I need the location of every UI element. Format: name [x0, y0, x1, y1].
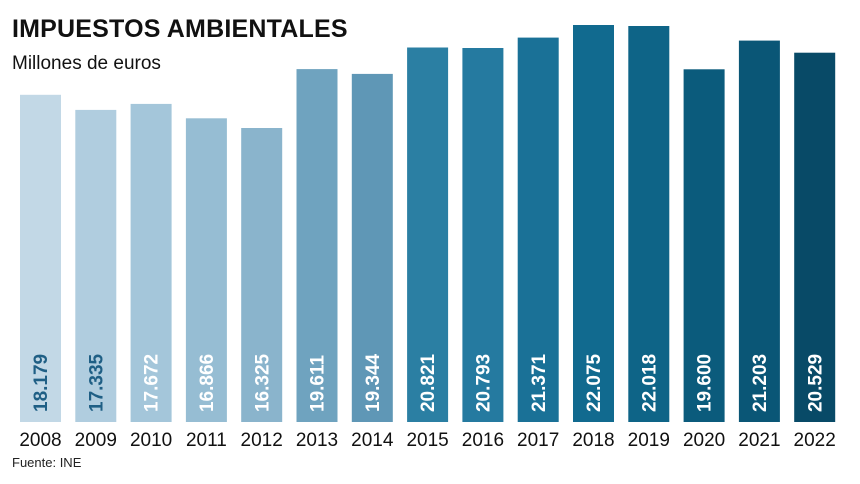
value-label-2022: 20.529 — [805, 354, 826, 412]
x-tick-label-2009: 2009 — [75, 430, 117, 451]
value-label-2020: 19.600 — [695, 354, 716, 412]
bars-group — [20, 25, 836, 423]
x-tick-label-2015: 2015 — [406, 430, 448, 451]
value-label-2016: 20.793 — [474, 354, 495, 412]
bar-2020 — [683, 69, 725, 423]
x-tick-label-2020: 2020 — [683, 430, 725, 451]
value-labels-group: 18.179 17.335 17.672 16.866 16.325 19.611 19.3… — [31, 353, 826, 412]
value-label-2017: 21.371 — [529, 353, 550, 412]
bar-2013 — [296, 69, 338, 422]
bar-2011 — [185, 118, 227, 423]
value-label-2009: 17.335 — [86, 353, 107, 412]
value-label-2013: 19.611 — [308, 355, 329, 412]
bar-2022 — [794, 52, 836, 422]
x-axis-ticks: 2008 2009 2010 2011 2012 2013 2014 2015 2016 2017… — [19, 430, 835, 451]
value-label-2010: 17.672 — [142, 354, 163, 412]
x-tick-label-2018: 2018 — [572, 430, 614, 451]
bar-2015 — [407, 47, 449, 422]
x-tick-label-2013: 2013 — [296, 430, 338, 451]
x-tick-label-2016: 2016 — [462, 430, 504, 451]
x-tick-label-2012: 2012 — [241, 430, 283, 451]
bar-2008 — [20, 94, 61, 423]
bar-2017 — [517, 37, 559, 422]
value-label-2015: 20.821 — [418, 353, 439, 412]
chart-subtitle: Millones de euros — [12, 53, 161, 74]
value-label-2008: 18.179 — [31, 354, 52, 412]
x-tick-label-2021: 2021 — [738, 430, 780, 451]
source-note: Fuente: INE — [12, 455, 82, 470]
x-tick-label-2019: 2019 — [628, 430, 670, 451]
x-tick-label-2011: 2011 — [186, 430, 227, 451]
chart-title: IMPUESTOS AMBIENTALES — [12, 15, 348, 43]
x-tick-label-2022: 2022 — [794, 430, 836, 451]
x-tick-label-2014: 2014 — [351, 430, 394, 451]
bar-2014 — [351, 73, 393, 423]
bar-2018 — [573, 25, 614, 422]
x-tick-label-2010: 2010 — [130, 430, 172, 451]
value-label-2019: 22.018 — [639, 354, 660, 412]
x-tick-label-2017: 2017 — [517, 430, 559, 451]
bar-2010 — [130, 103, 172, 423]
value-label-2014: 19.344 — [363, 353, 384, 412]
value-label-2011: 16.866 — [197, 354, 218, 412]
value-label-2018: 22.075 — [584, 353, 605, 412]
bar-2021 — [738, 40, 780, 422]
bar-2009 — [75, 109, 117, 423]
value-label-2012: 16.325 — [252, 353, 273, 412]
bar-2016 — [462, 48, 504, 422]
x-tick-label-2008: 2008 — [19, 430, 61, 451]
bar-2012 — [241, 128, 283, 422]
bar-2019 — [628, 26, 670, 422]
value-label-2021: 21.203 — [750, 354, 771, 412]
